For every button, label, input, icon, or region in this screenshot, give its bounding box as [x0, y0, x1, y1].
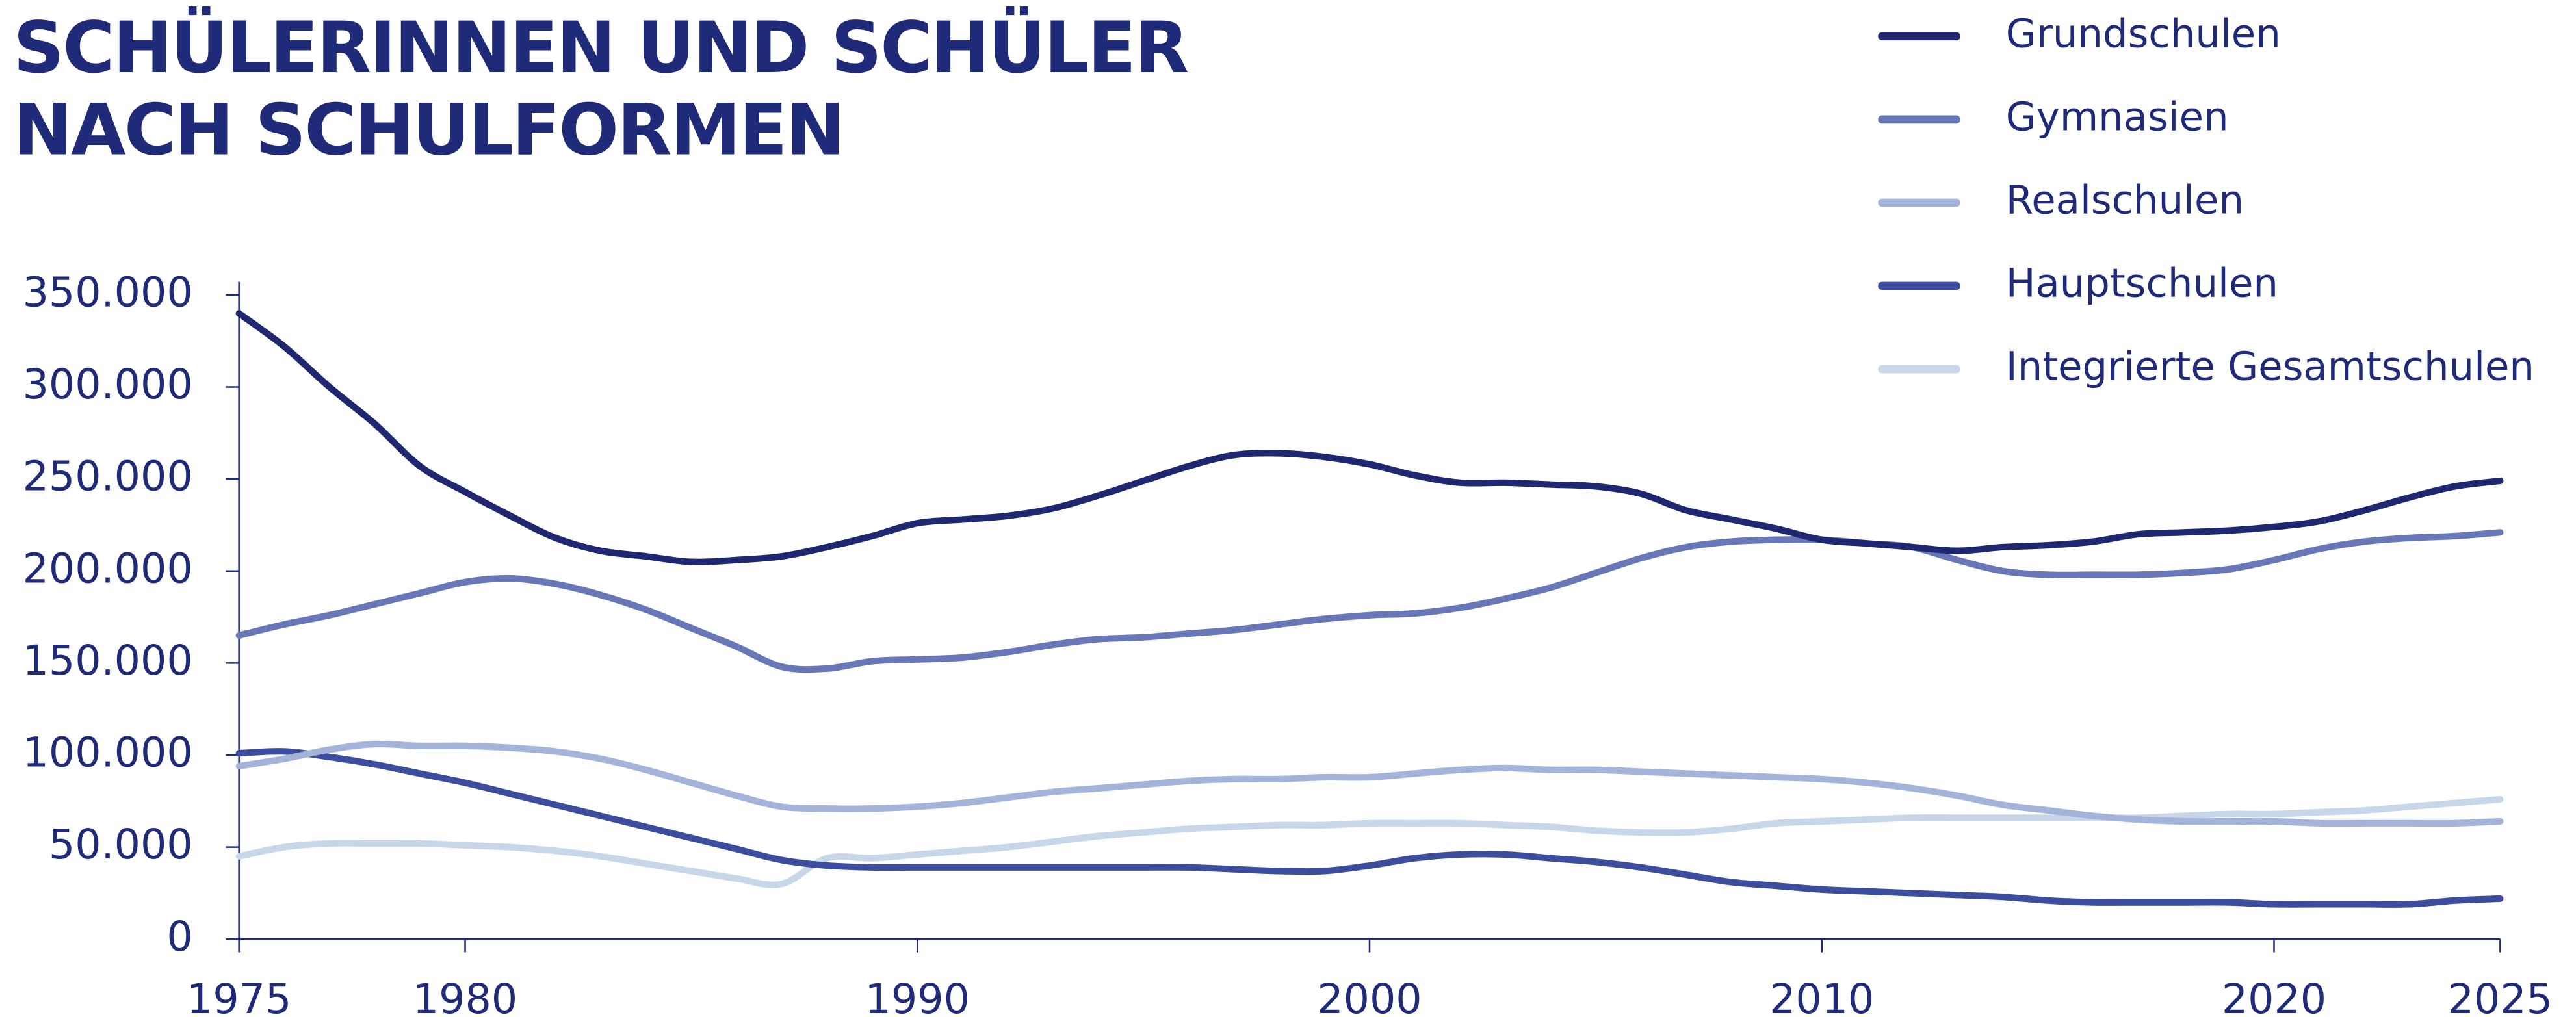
line-series	[235, 310, 2504, 565]
x-tick-label: 1990	[865, 975, 970, 1017]
x-tick-label: 1975	[187, 975, 291, 1017]
y-tick-label: 200.000	[23, 544, 193, 592]
y-tick-label: 150.000	[23, 636, 193, 684]
y-tick-label: 0	[166, 912, 192, 960]
x-tick-label: 1980	[413, 975, 517, 1017]
x-tick-label: 2000	[1317, 975, 1422, 1017]
legend-label: Realschulen	[2006, 178, 2244, 224]
y-tick-label: 100.000	[23, 728, 193, 777]
legend-label: Integrierte Gesamtschulen	[2006, 344, 2534, 390]
line-series	[235, 740, 2504, 827]
legend-label: Grundschulen	[2006, 11, 2281, 57]
y-tick-label: 350.000	[23, 268, 193, 316]
chart-title: SCHÜLERINNEN UND SCHÜLER	[13, 6, 1188, 89]
x-tick-label: 2020	[2222, 975, 2326, 1017]
legend-label: Gymnasien	[2006, 94, 2229, 140]
chart-title: NACH SCHULFORMEN	[13, 89, 843, 172]
x-tick-label: 2010	[1769, 975, 1874, 1017]
y-tick-label: 300.000	[23, 360, 193, 408]
line-series	[235, 748, 2504, 908]
x-tick-label: 2025	[2448, 975, 2553, 1017]
line-series	[235, 529, 2504, 673]
y-tick-label: 50.000	[49, 820, 193, 868]
y-tick-label: 250.000	[23, 452, 193, 500]
legend-label: Hauptschulen	[2006, 261, 2278, 307]
